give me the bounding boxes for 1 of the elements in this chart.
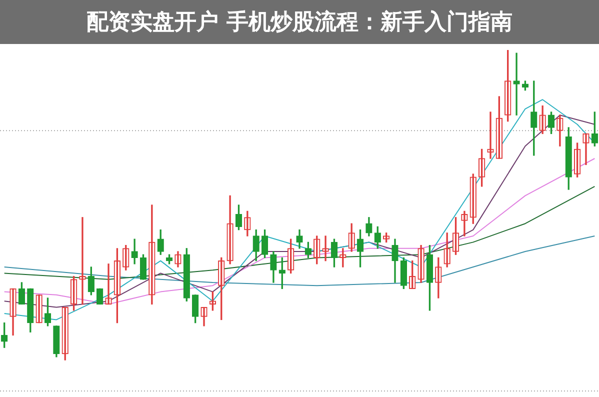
chart-title: 配资实盘开户 手机炒股流程：新手入门指南 bbox=[0, 0, 599, 44]
